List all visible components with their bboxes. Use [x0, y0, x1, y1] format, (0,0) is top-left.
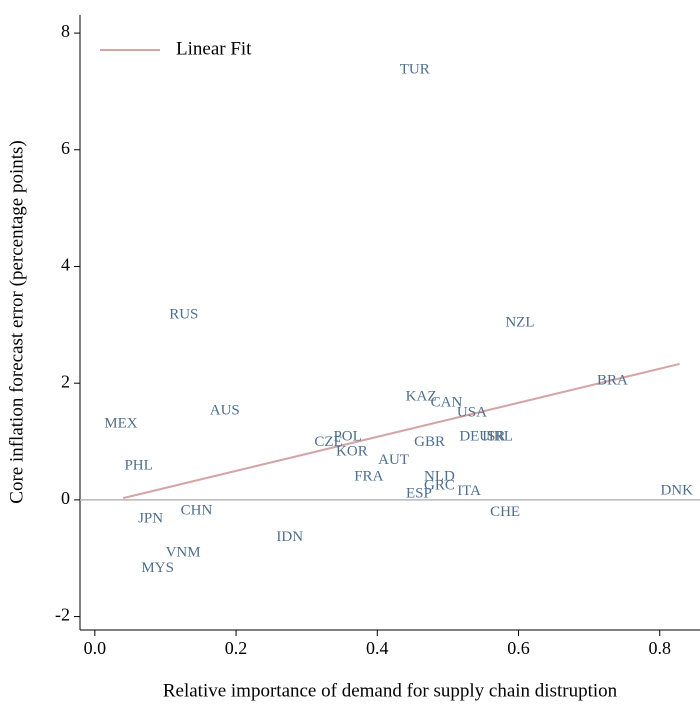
point-label: FRA	[354, 469, 383, 485]
x-tick-label: 0.6	[507, 638, 530, 658]
point-label: NZL	[505, 315, 534, 331]
point-label: IRL	[489, 428, 513, 444]
point-label: PHL	[124, 457, 152, 473]
x-tick-label: 0.4	[366, 638, 389, 658]
point-label: ISR	[482, 428, 505, 444]
y-tick-label: -2	[55, 605, 70, 625]
y-tick-label: 2	[61, 371, 70, 391]
point-label: USA	[457, 404, 487, 420]
point-label: CZE	[314, 434, 342, 450]
point-label: MYS	[141, 560, 174, 576]
point-label: VNM	[166, 544, 201, 560]
legend-label: Linear Fit	[176, 38, 252, 59]
y-tick-label: 6	[61, 138, 70, 158]
x-tick-label: 0.0	[84, 638, 107, 658]
point-label: MEX	[104, 415, 138, 431]
point-label: DNK	[660, 483, 693, 499]
point-label: NLD	[424, 469, 455, 485]
point-label: KOR	[336, 443, 368, 459]
fit-line	[122, 362, 680, 500]
point-label: AUS	[210, 403, 240, 419]
point-label: RUS	[169, 306, 198, 322]
point-label: BRA	[597, 372, 628, 388]
point-label: ITA	[457, 483, 481, 499]
point-label: POL	[333, 428, 361, 444]
y-tick-label: 4	[61, 255, 70, 275]
x-tick-label: 0.2	[225, 638, 248, 658]
point-label: ESP	[406, 485, 432, 501]
y-tick-label: 8	[61, 21, 70, 41]
point-label: CAN	[431, 394, 463, 410]
point-label: DEU	[459, 428, 490, 444]
point-label: JPN	[138, 511, 163, 527]
point-label: GRC	[424, 477, 455, 493]
y-axis-label: Core inflation forecast error (percentag…	[6, 140, 27, 503]
point-label: IDN	[276, 529, 303, 545]
point-label: KAZ	[406, 389, 437, 405]
y-tick-label: 0	[61, 488, 70, 508]
x-axis-label: Relative importance of demand for supply…	[163, 680, 618, 701]
point-label: AUT	[378, 452, 409, 468]
point-label: CHN	[181, 502, 213, 518]
point-label: GBR	[414, 434, 445, 450]
point-label: TUR	[400, 61, 430, 77]
x-tick-label: 0.8	[648, 638, 671, 658]
point-label: CHE	[490, 504, 520, 520]
